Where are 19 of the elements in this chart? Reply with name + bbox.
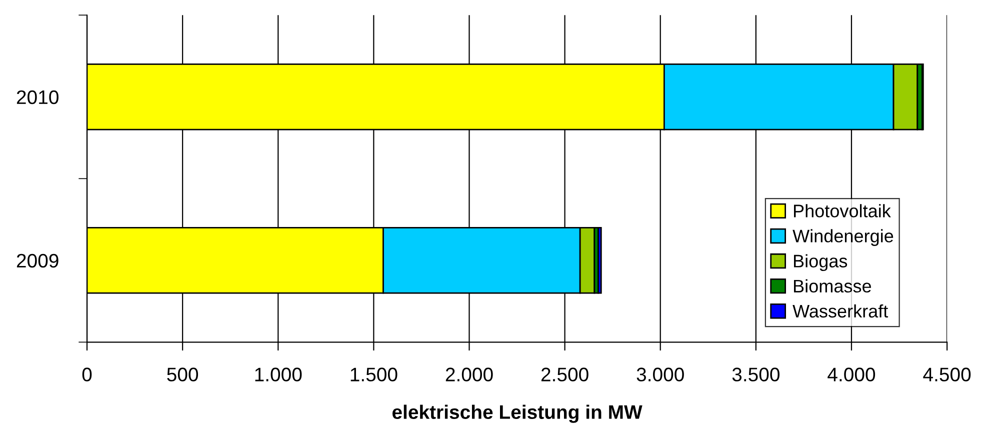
legend-label: Windenergie xyxy=(792,229,894,246)
y-tick-label: 2010 xyxy=(16,90,58,104)
x-tick-label: 4.000 xyxy=(828,368,876,382)
x-tick-label: 3.500 xyxy=(732,368,780,382)
legend-label: Wasserkraft xyxy=(792,304,888,318)
bar xyxy=(598,226,602,294)
x-tick-label: 2.000 xyxy=(446,368,493,382)
x-axis-title: elektrische Leistung in MW xyxy=(392,404,642,423)
x-tick-label: 4.500 xyxy=(923,368,971,382)
legend-label: Biogas xyxy=(794,254,848,272)
x-tick-label: 3.000 xyxy=(636,368,684,382)
x-tick-label: 0 xyxy=(82,368,92,382)
x-tick-label: 2.500 xyxy=(541,368,588,382)
x-tick-label: 1.500 xyxy=(350,368,398,382)
y-tick-label: 2009 xyxy=(16,254,58,268)
legend-label: Biomasse xyxy=(794,279,872,293)
legend-label: Photovoltaik xyxy=(794,204,891,218)
x-tick-label: 500 xyxy=(167,368,198,382)
x-tick-label: 1.000 xyxy=(255,368,302,382)
